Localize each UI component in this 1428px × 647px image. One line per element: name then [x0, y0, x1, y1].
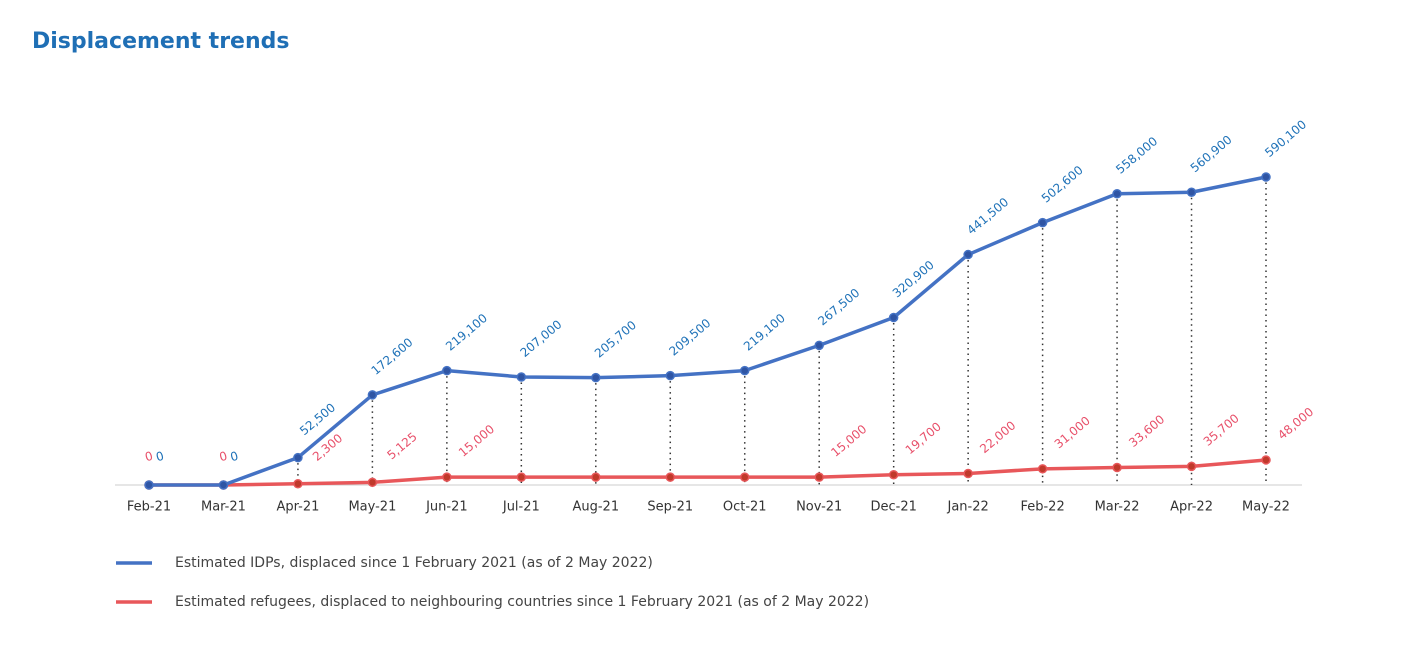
data-label: 219,100: [741, 311, 788, 354]
data-label: 22,000: [977, 418, 1018, 456]
data-label: 0: [218, 449, 229, 465]
x-tick-label: Dec-21: [870, 500, 916, 515]
data-point: [814, 340, 824, 351]
data-label: 219,100: [443, 311, 490, 354]
x-tick-label: Apr-21: [276, 500, 319, 515]
data-point: [1186, 461, 1197, 472]
x-tick-label: Jan-22: [946, 500, 988, 515]
data-label: 560,900: [1188, 133, 1235, 176]
data-label: 31,000: [1052, 414, 1093, 452]
data-label: 19,700: [903, 419, 944, 457]
x-tick-label: Apr-22: [1170, 500, 1213, 515]
x-tick-label: May-21: [348, 500, 396, 515]
data-point: [963, 249, 973, 260]
data-point: [367, 477, 378, 488]
data-point: [144, 480, 154, 490]
data-point: [888, 312, 899, 323]
data-point: [739, 365, 750, 376]
data-point: [665, 472, 676, 482]
data-label: 205,700: [592, 318, 639, 361]
x-tick-label: Oct-21: [723, 500, 767, 515]
data-label: 33,600: [1126, 412, 1167, 450]
data-point: [442, 472, 452, 482]
data-label: 0: [154, 449, 165, 465]
x-tick-label: Jun-21: [425, 500, 468, 515]
x-tick-label: Aug-21: [572, 500, 619, 515]
data-point: [665, 370, 676, 381]
data-label: 5,125: [384, 430, 419, 463]
data-point: [591, 372, 601, 383]
data-point: [1112, 189, 1122, 199]
series-line: [149, 458, 1267, 487]
data-point: [963, 468, 973, 479]
data-label: 52,500: [297, 400, 338, 438]
x-tick-label: Sep-21: [647, 500, 693, 515]
data-point: [739, 472, 750, 482]
data-point: [591, 472, 601, 482]
data-label: 0: [143, 449, 154, 465]
data-label: 209,500: [666, 316, 713, 359]
x-tick-label: Jul-21: [502, 500, 540, 515]
data-label: 35,700: [1201, 411, 1242, 449]
data-point: [888, 469, 899, 480]
data-label: 320,900: [890, 258, 937, 301]
x-tick-label: Nov-21: [796, 500, 842, 515]
x-tick-label: Feb-22: [1020, 500, 1064, 515]
data-label: 2,300: [310, 431, 345, 464]
data-label: 502,600: [1039, 163, 1086, 206]
legend-label: Estimated refugees, displaced to neighbo…: [175, 594, 869, 610]
data-label: 0: [229, 449, 240, 465]
data-point: [516, 372, 527, 382]
data-label: 590,100: [1262, 117, 1309, 160]
data-label: 441,500: [964, 195, 1011, 238]
x-tick-label: Mar-22: [1095, 500, 1140, 515]
data-point: [1037, 464, 1048, 474]
legend-label: Estimated IDPs, displaced since 1 Februa…: [175, 555, 653, 571]
data-point: [367, 390, 378, 400]
data-point: [293, 452, 303, 463]
series-line: [149, 175, 1267, 487]
data-point: [1186, 187, 1197, 197]
data-label: 15,000: [828, 422, 869, 460]
data-point: [1261, 172, 1271, 182]
data-label: 558,000: [1113, 134, 1160, 177]
data-point: [218, 480, 229, 490]
x-tick-label: Feb-21: [127, 500, 171, 515]
x-tick-label: Mar-21: [201, 500, 246, 515]
data-point: [1261, 455, 1271, 465]
data-label: 207,000: [518, 317, 565, 360]
chart-title: Displacement trends: [32, 29, 289, 54]
data-point: [1037, 217, 1048, 228]
data-point: [442, 365, 452, 376]
data-label: 267,500: [815, 286, 862, 329]
data-point: [293, 479, 303, 489]
data-label: 15,000: [456, 422, 497, 460]
data-label: 172,600: [369, 335, 416, 378]
data-point: [516, 472, 527, 482]
data-point: [1112, 462, 1122, 473]
data-point: [814, 472, 824, 482]
data-label: 48,000: [1275, 405, 1316, 443]
x-tick-label: May-22: [1242, 500, 1290, 515]
